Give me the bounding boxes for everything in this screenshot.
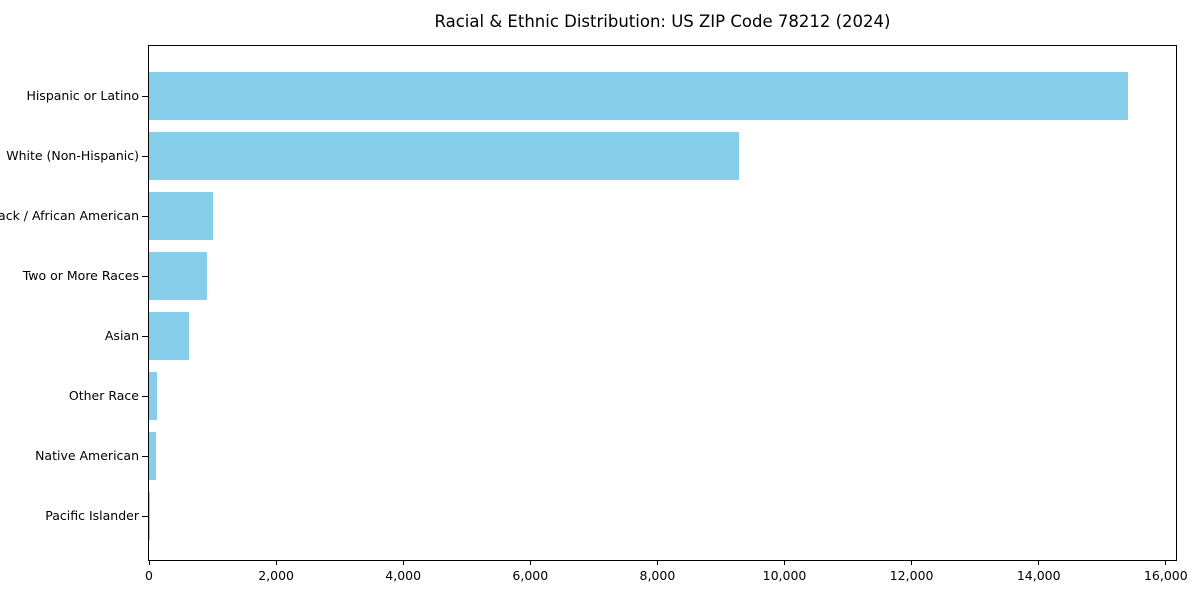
y-axis-tick (142, 155, 148, 157)
x-axis-label: 16,000 (1143, 568, 1188, 583)
y-axis-label: Asian (104, 328, 139, 343)
y-axis-label: Native American (35, 448, 139, 463)
x-axis-label: 12,000 (889, 568, 934, 583)
x-axis-tick (1038, 560, 1040, 565)
x-axis-label: 6,000 (512, 568, 549, 583)
x-axis-label: 4,000 (385, 568, 422, 583)
plot-area: Hispanic or Latino White (Non-Hispanic) Bl… (0, 45, 1188, 583)
y-axis-tick (142, 275, 148, 277)
bar (149, 252, 208, 300)
y-axis-tick (142, 335, 148, 337)
x-axis-tick (148, 560, 150, 565)
bar (149, 492, 151, 540)
y-axis-label: White (Non-Hispanic) (6, 148, 139, 163)
bar (149, 132, 739, 180)
x-axis-label: 0 (145, 568, 153, 583)
bar (149, 432, 156, 480)
bar (149, 72, 1128, 120)
x-axis-tick (1165, 560, 1167, 565)
x-axis-tick (529, 560, 531, 565)
bar (149, 192, 214, 240)
y-axis-tick (142, 515, 148, 517)
y-axis-tick (142, 95, 148, 97)
bar (149, 372, 157, 420)
x-axis-tick (402, 560, 404, 565)
x-axis-label: 2,000 (258, 568, 294, 583)
y-axis-label: Other Race (68, 388, 139, 403)
y-axis-label: Two or More Races (22, 268, 139, 283)
x-axis-tick (784, 560, 786, 565)
y-axis-label: Hispanic or Latino (26, 88, 139, 103)
chart-title: Racial & Ethnic Distribution: US ZIP Cod… (434, 12, 891, 31)
x-axis-label: 8,000 (639, 568, 676, 583)
y-axis-tick (142, 455, 148, 457)
x-axis-tick (911, 560, 913, 565)
bar (149, 312, 190, 360)
x-axis-label: 10,000 (762, 568, 807, 583)
x-axis-tick (275, 560, 277, 565)
x-axis-tick (656, 560, 658, 565)
x-axis-label: 14,000 (1016, 568, 1061, 583)
y-axis-label: Pacific Islander (45, 508, 139, 523)
y-axis-tick (142, 395, 148, 397)
y-axis-label: Black / African American (0, 208, 139, 223)
y-axis-tick (142, 215, 148, 217)
